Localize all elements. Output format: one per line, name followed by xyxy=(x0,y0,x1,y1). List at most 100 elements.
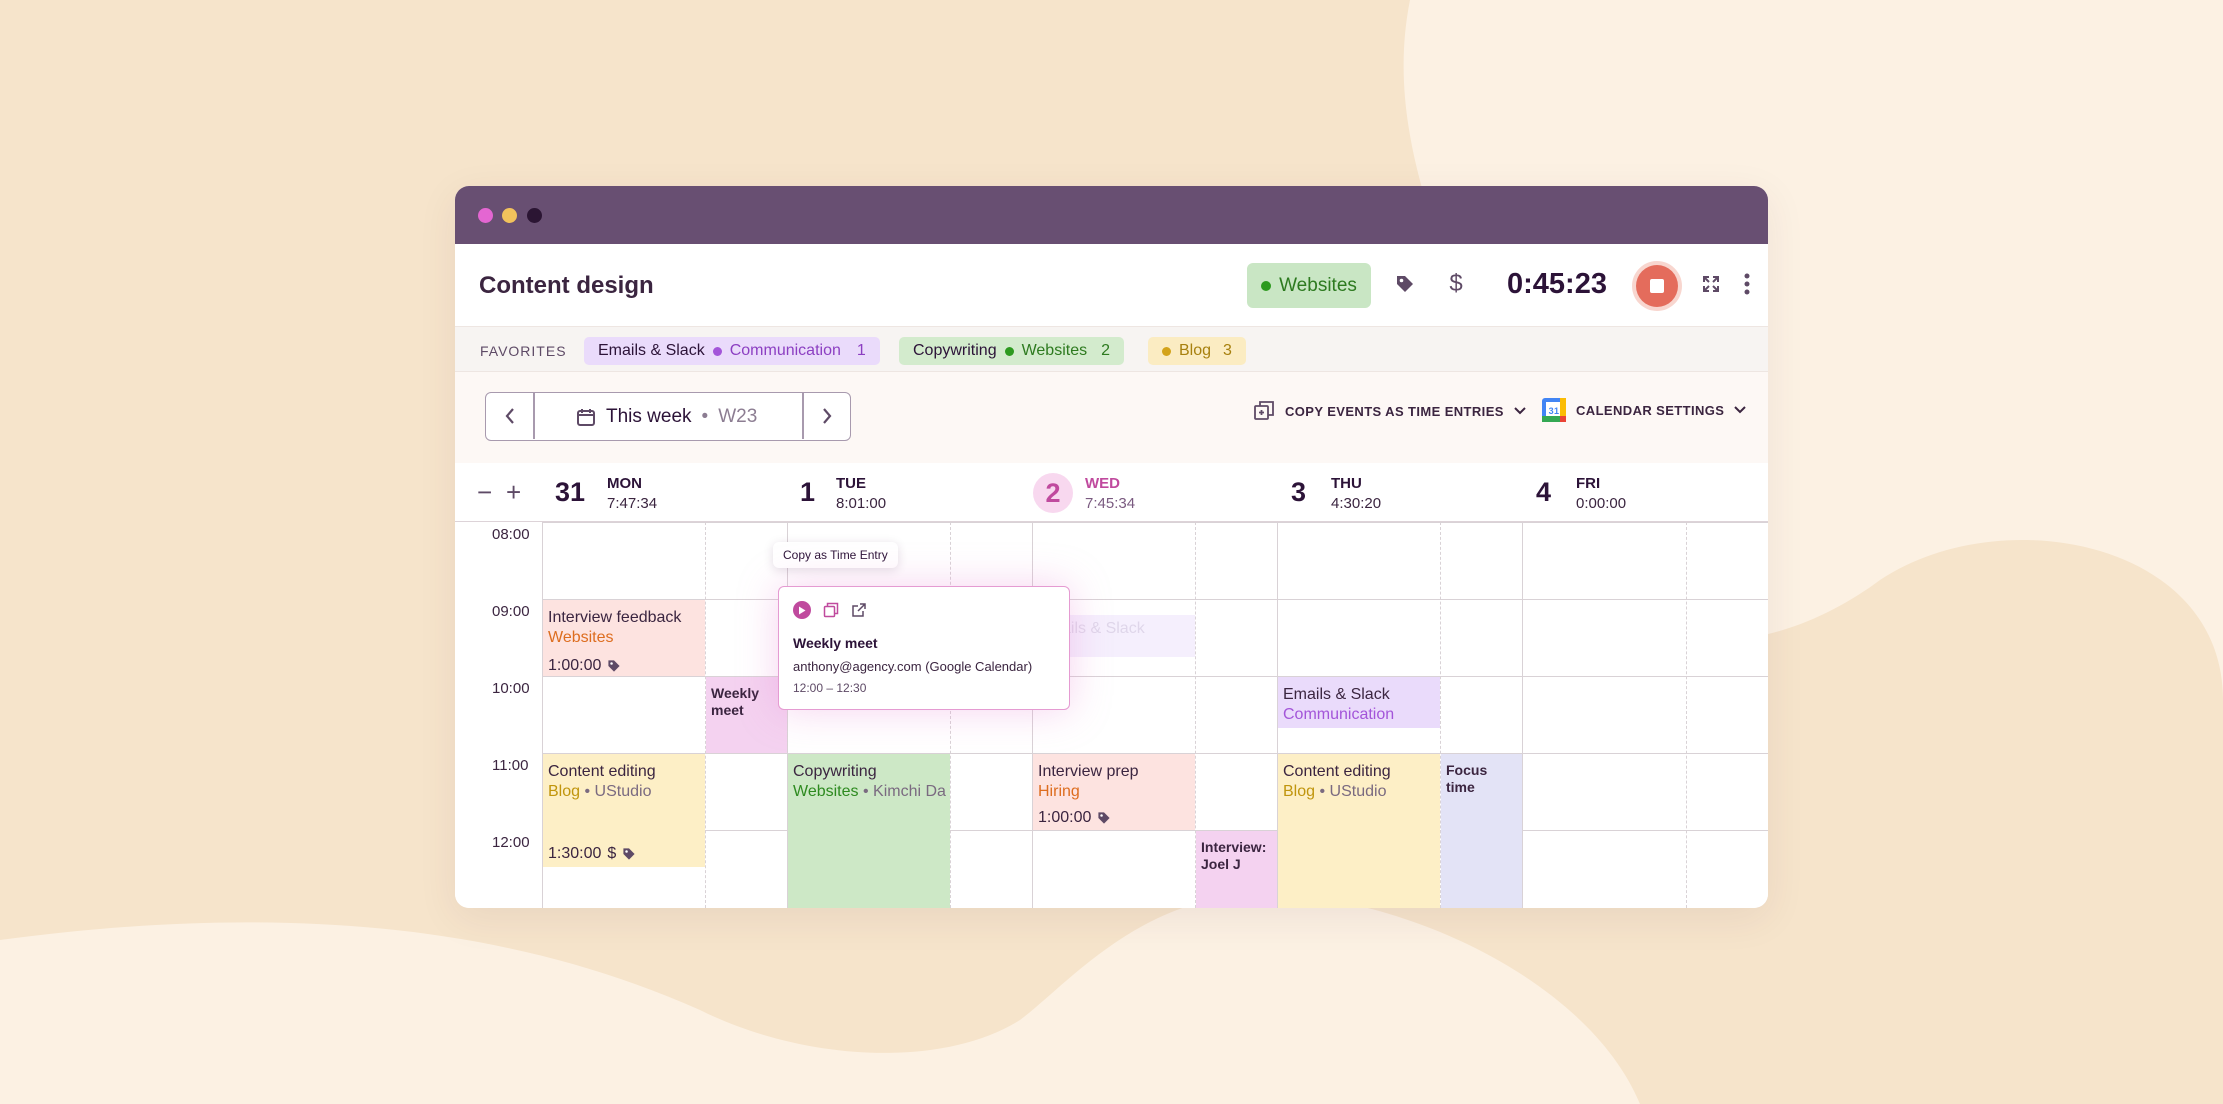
calendar-settings-button[interactable]: 31 CALENDAR SETTINGS xyxy=(1542,398,1747,422)
bullet: • xyxy=(584,783,591,800)
project-label: Websites xyxy=(1279,274,1357,296)
popup-title: Weekly meet xyxy=(793,635,878,651)
event-focus-time[interactable]: Focus time xyxy=(1441,754,1522,908)
event-title: Emails & Slack xyxy=(1283,686,1390,703)
zoom-in-button[interactable]: + xyxy=(506,477,522,507)
day-name: WED xyxy=(1085,475,1120,492)
event-interview-joel[interactable]: Interview: Joel J xyxy=(1196,831,1277,908)
calendar-grid[interactable]: 08:00 09:00 10:00 11:00 12:00 Interview … xyxy=(455,522,1768,908)
event-title: Interview feedback xyxy=(548,609,682,626)
popup-time: 12:00 – 12:30 xyxy=(793,681,867,695)
event-project: Blog xyxy=(1283,783,1316,800)
event-project: Communication xyxy=(1283,706,1395,723)
event-project: Websites xyxy=(548,629,614,646)
tag-icon[interactable] xyxy=(1391,270,1419,298)
event-popup: Weekly meet anthony@agency.com (Google C… xyxy=(778,586,1070,710)
project-color-dot xyxy=(1261,280,1272,291)
favorite-count: 3 xyxy=(1223,342,1232,359)
week-navigator: This week • W23 xyxy=(485,392,851,441)
more-icon[interactable] xyxy=(1733,270,1761,298)
hour-label: 11:00 xyxy=(492,757,529,774)
google-calendar-icon: 31 xyxy=(1542,398,1566,422)
favorite-project-dot xyxy=(1162,346,1171,356)
day-number[interactable]: 3 xyxy=(1291,477,1307,507)
zoom-out-button[interactable]: − xyxy=(477,477,493,507)
event-title: Interview prep xyxy=(1038,763,1139,780)
event-content-editing-thu[interactable]: Content editing Blog • UStudio xyxy=(1278,754,1440,908)
svg-text:31: 31 xyxy=(1549,406,1560,416)
hour-label: 12:00 xyxy=(492,834,530,851)
favorite-emails-slack[interactable]: Emails & Slack Communication 1 xyxy=(584,337,880,365)
stop-icon xyxy=(1650,279,1664,293)
window-close-dot[interactable] xyxy=(478,208,493,223)
copy-icon xyxy=(1254,401,1274,420)
popup-calendar: anthony@agency.com (Google Calendar) xyxy=(793,659,1033,674)
event-meta: 1:00:00 xyxy=(548,656,621,676)
day-header-row: − + 31 MON 7:47:34 1 TUE 8:01:00 2 WED 7… xyxy=(455,463,1768,522)
event-project-line: Websites • Kimchi Da xyxy=(793,782,946,802)
week-code: W23 xyxy=(718,406,758,427)
event-client: UStudio xyxy=(594,783,652,800)
copy-tooltip: Copy as Time Entry xyxy=(773,542,898,568)
favorite-project: Blog xyxy=(1179,342,1212,359)
day-total: 7:45:34 xyxy=(1085,495,1136,512)
window-maximize-dot[interactable] xyxy=(527,208,542,223)
favorite-project: Communication xyxy=(729,342,841,359)
task-title[interactable]: Content design xyxy=(479,272,654,299)
week-picker[interactable]: This week • W23 xyxy=(576,406,757,428)
event-duration: 1:00:00 xyxy=(1038,809,1092,826)
event-weekly-meet[interactable]: Weekly meet xyxy=(706,677,787,753)
day-number[interactable]: 1 xyxy=(800,477,816,507)
chevron-down-icon xyxy=(1514,407,1526,415)
day-total: 7:47:34 xyxy=(607,495,658,512)
chevron-down-icon xyxy=(1734,406,1747,414)
event-title: Weekly meet xyxy=(711,685,759,718)
timer-bar: Content design Websites $ 0:45:23 xyxy=(455,244,1768,326)
event-project: Hiring xyxy=(1038,783,1080,800)
event-project-line: Blog • UStudio xyxy=(548,782,700,802)
event-copywriting[interactable]: Copywriting Websites • Kimchi Da xyxy=(788,754,950,908)
favorite-blog[interactable]: Blog 3 xyxy=(1148,337,1246,365)
day-name: FRI xyxy=(1576,475,1601,492)
event-content-editing-mon[interactable]: Content editing Blog • UStudio 1:30:00 $ xyxy=(543,754,705,867)
event-interview-feedback[interactable]: Interview feedback Websites 1:00:00 xyxy=(543,600,705,676)
favorite-count: 1 xyxy=(856,342,866,359)
favorite-copywriting[interactable]: Copywriting Websites 2 xyxy=(899,337,1125,365)
favorite-project: Websites xyxy=(1021,342,1088,359)
day-name: MON xyxy=(607,475,642,492)
external-link-icon[interactable] xyxy=(851,602,867,618)
favorite-name: Copywriting xyxy=(913,342,997,359)
popup-actions xyxy=(793,601,867,619)
event-title: Focus time xyxy=(1446,762,1488,795)
day-number[interactable]: 31 xyxy=(555,477,586,507)
bullet: • xyxy=(1319,783,1326,800)
expand-icon[interactable] xyxy=(1697,270,1725,298)
prev-week-button[interactable] xyxy=(486,393,533,439)
dollar-icon[interactable]: $ xyxy=(1449,270,1463,297)
favorites-label: FAVORITES xyxy=(480,343,567,359)
event-project: Blog xyxy=(548,783,581,800)
event-emails-slack-thu[interactable]: Emails & Slack Communication xyxy=(1278,677,1440,728)
window-minimize-dot[interactable] xyxy=(502,208,517,223)
calendar-icon xyxy=(577,409,595,426)
day-number-today[interactable]: 2 xyxy=(1033,473,1073,513)
next-week-button[interactable] xyxy=(803,393,850,439)
day-number[interactable]: 4 xyxy=(1536,477,1552,507)
window-titlebar xyxy=(455,186,1768,244)
bullet: • xyxy=(862,783,869,800)
event-title: Interview: Joel J xyxy=(1201,839,1267,872)
event-title: Content editing xyxy=(548,763,656,780)
project-pill[interactable]: Websites xyxy=(1247,263,1371,308)
calendar-settings-label: CALENDAR SETTINGS xyxy=(1576,402,1725,418)
tag-icon xyxy=(608,660,620,672)
event-duration: 1:00:00 xyxy=(548,657,602,674)
copy-icon[interactable] xyxy=(823,602,839,618)
event-project: Websites xyxy=(793,783,859,800)
event-meta: 1:00:00 xyxy=(1038,808,1111,828)
week-separator: • xyxy=(701,406,709,427)
stop-timer-button[interactable] xyxy=(1636,265,1678,307)
day-total: 8:01:00 xyxy=(836,495,887,512)
copy-events-button[interactable]: COPY EVENTS AS TIME ENTRIES xyxy=(1253,400,1526,422)
play-icon[interactable] xyxy=(793,601,811,619)
event-interview-prep[interactable]: Interview prep Hiring 1:00:00 xyxy=(1033,754,1195,830)
